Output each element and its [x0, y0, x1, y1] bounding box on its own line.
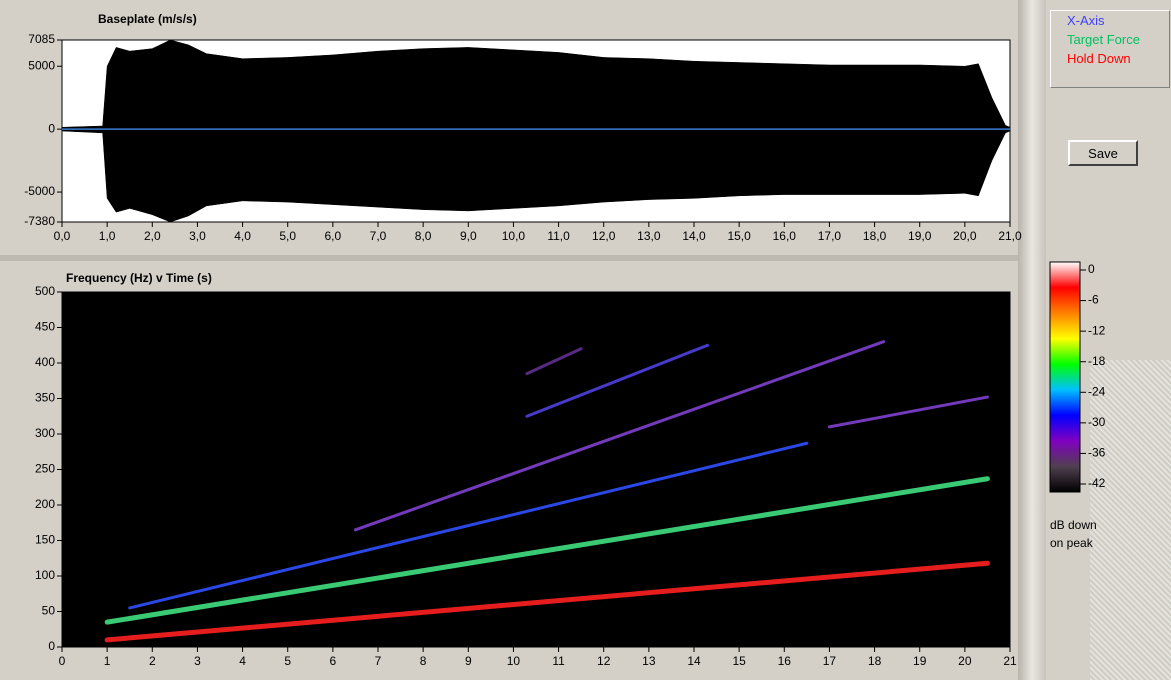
- x-tick-label: 10,0: [502, 229, 526, 243]
- x-tick-label: 17,0: [818, 229, 842, 243]
- x-tick-label: 4,0: [234, 229, 251, 243]
- colorbar-tick-label: -18: [1088, 354, 1106, 368]
- y-tick-label: 500: [35, 284, 55, 298]
- harmonic-line: [827, 395, 989, 429]
- legend-item[interactable]: X-Axis: [1067, 13, 1105, 28]
- y-tick-label: 350: [35, 391, 55, 405]
- x-tick-label: 18: [868, 654, 882, 668]
- chart-title: Baseplate (m/s/s): [98, 12, 197, 26]
- x-tick-label: 8,0: [415, 229, 432, 243]
- x-tick-label: 19,0: [908, 229, 932, 243]
- x-tick-label: 13,0: [637, 229, 661, 243]
- colorbar-tick-label: -24: [1088, 384, 1106, 398]
- x-tick-label: 9,0: [460, 229, 477, 243]
- x-tick-label: 6,0: [325, 229, 342, 243]
- y-tick-label: 0: [48, 639, 55, 653]
- y-tick-label: 0: [48, 121, 55, 135]
- x-tick-label: 3: [194, 654, 201, 668]
- x-tick-label: 0,0: [54, 229, 71, 243]
- harmonic-line: [104, 476, 990, 625]
- y-tick-label: 5000: [28, 58, 55, 72]
- waveform: [61, 39, 1011, 130]
- x-tick-label: 21: [1003, 654, 1017, 668]
- y-tick-label: 100: [35, 568, 55, 582]
- harmonic-line: [525, 347, 583, 376]
- colorbar-tick-label: -42: [1088, 476, 1106, 490]
- x-tick-label: 4: [239, 654, 246, 668]
- x-tick-label: 15,0: [727, 229, 751, 243]
- x-tick-label: 8: [420, 654, 427, 668]
- y-tick-label: 7085: [28, 32, 55, 46]
- x-tick-label: 11: [552, 654, 565, 668]
- save-button[interactable]: Save: [1068, 140, 1138, 166]
- x-tick-label: 7: [375, 654, 382, 668]
- waveform: [61, 128, 1011, 223]
- colorbar: [1049, 261, 1081, 493]
- x-tick-label: 2,0: [144, 229, 161, 243]
- colorbar-tick-label: 0: [1088, 262, 1095, 276]
- splitter: [1018, 0, 1046, 680]
- x-tick-label: 1: [104, 654, 111, 668]
- colorbar-tick-label: -12: [1088, 323, 1106, 337]
- x-tick-label: 21,0: [998, 229, 1022, 243]
- x-tick-label: 19: [913, 654, 927, 668]
- x-tick-label: 15: [732, 654, 746, 668]
- legend-item[interactable]: Hold Down: [1067, 51, 1131, 66]
- x-tick-label: 2: [149, 654, 156, 668]
- x-tick-label: 18,0: [863, 229, 887, 243]
- x-tick-label: 12: [597, 654, 611, 668]
- colorbar-tick-label: -30: [1088, 415, 1106, 429]
- x-tick-label: 14,0: [682, 229, 706, 243]
- legend-item[interactable]: Target Force: [1067, 32, 1140, 47]
- x-tick-label: 20,0: [953, 229, 977, 243]
- x-tick-label: 7,0: [370, 229, 387, 243]
- x-tick-label: 16: [778, 654, 792, 668]
- harmonic-line: [104, 560, 990, 643]
- harmonic-line: [128, 441, 809, 610]
- y-tick-label: 450: [35, 320, 55, 334]
- x-tick-label: 3,0: [189, 229, 206, 243]
- y-tick-label: 200: [35, 497, 55, 511]
- chart-title: Frequency (Hz) v Time (s): [66, 271, 212, 285]
- x-tick-label: 0: [59, 654, 66, 668]
- colorbar-tick-label: -6: [1088, 293, 1099, 307]
- legend: X-Axis Target Force Hold Down: [1050, 10, 1170, 88]
- harmonic-line: [353, 340, 886, 532]
- x-tick-label: 12,0: [592, 229, 616, 243]
- x-tick-label: 11,0: [547, 229, 570, 243]
- plot-area: [61, 291, 1011, 648]
- harmonic-line: [525, 343, 710, 418]
- colorbar-caption: dB down: [1050, 518, 1097, 532]
- y-tick-label: 150: [35, 533, 55, 547]
- x-tick-label: 1,0: [99, 229, 116, 243]
- y-tick-label: 250: [35, 462, 55, 476]
- colorbar-caption: on peak: [1050, 536, 1094, 550]
- x-tick-label: 6: [330, 654, 337, 668]
- y-tick-label: 400: [35, 355, 55, 369]
- x-tick-label: 10: [507, 654, 521, 668]
- x-tick-label: 9: [465, 654, 472, 668]
- x-tick-label: 13: [642, 654, 656, 668]
- x-tick-label: 17: [823, 654, 837, 668]
- x-tick-label: 5,0: [279, 229, 296, 243]
- divider: [0, 255, 1018, 261]
- y-tick-label: -5000: [24, 184, 55, 198]
- x-tick-label: 5: [284, 654, 291, 668]
- texture: [1090, 360, 1171, 680]
- x-tick-label: 16,0: [773, 229, 797, 243]
- y-tick-label: 300: [35, 426, 55, 440]
- x-tick-label: 20: [958, 654, 972, 668]
- x-tick-label: 14: [687, 654, 701, 668]
- y-tick-label: 50: [42, 604, 56, 618]
- colorbar-tick-label: -36: [1088, 446, 1106, 460]
- y-tick-label: -7380: [24, 214, 55, 228]
